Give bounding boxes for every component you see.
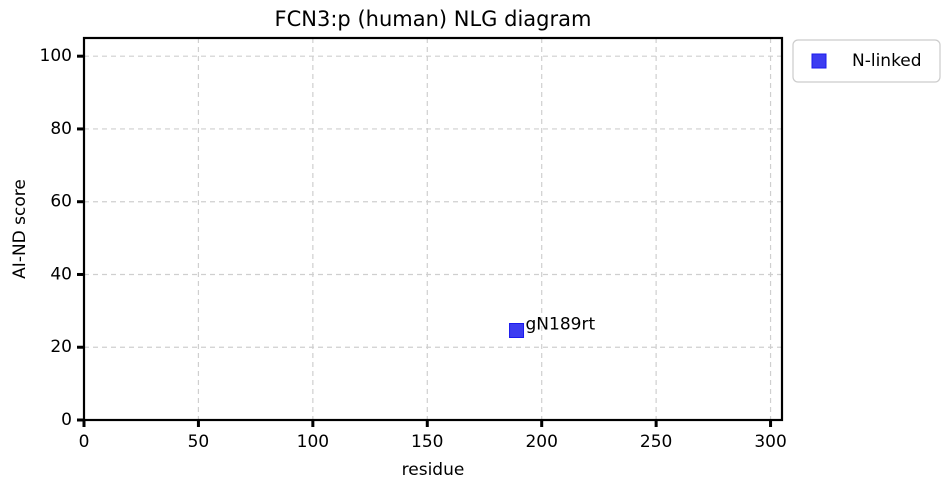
legend-box [792, 39, 941, 83]
chart-title: FCN3:p (human) NLG diagram [275, 7, 592, 31]
y-tick-label: 80 [50, 119, 72, 139]
x-tick-label: 300 [754, 432, 786, 452]
y-tick-label: 60 [50, 192, 72, 212]
y-tick-label: 20 [50, 337, 72, 357]
x-tick-label: 50 [188, 432, 210, 452]
y-axis-label: AI-ND score [10, 179, 30, 279]
x-tick-label: 250 [640, 432, 672, 452]
y-tick-label: 40 [50, 264, 72, 284]
x-tick-label: 100 [297, 432, 329, 452]
x-tick-label: 150 [411, 432, 443, 452]
y-tick-label: 100 [40, 46, 72, 66]
x-axis-label: residue [402, 460, 465, 480]
y-tick-label: 0 [61, 410, 72, 430]
legend-label: N-linked [852, 51, 922, 71]
plot-frame [82, 36, 784, 422]
point-annotation: gN189rt [526, 315, 596, 335]
x-tick-label: 200 [525, 432, 557, 452]
x-tick-label: 0 [79, 432, 90, 452]
legend-marker [811, 53, 827, 69]
point [509, 323, 525, 339]
